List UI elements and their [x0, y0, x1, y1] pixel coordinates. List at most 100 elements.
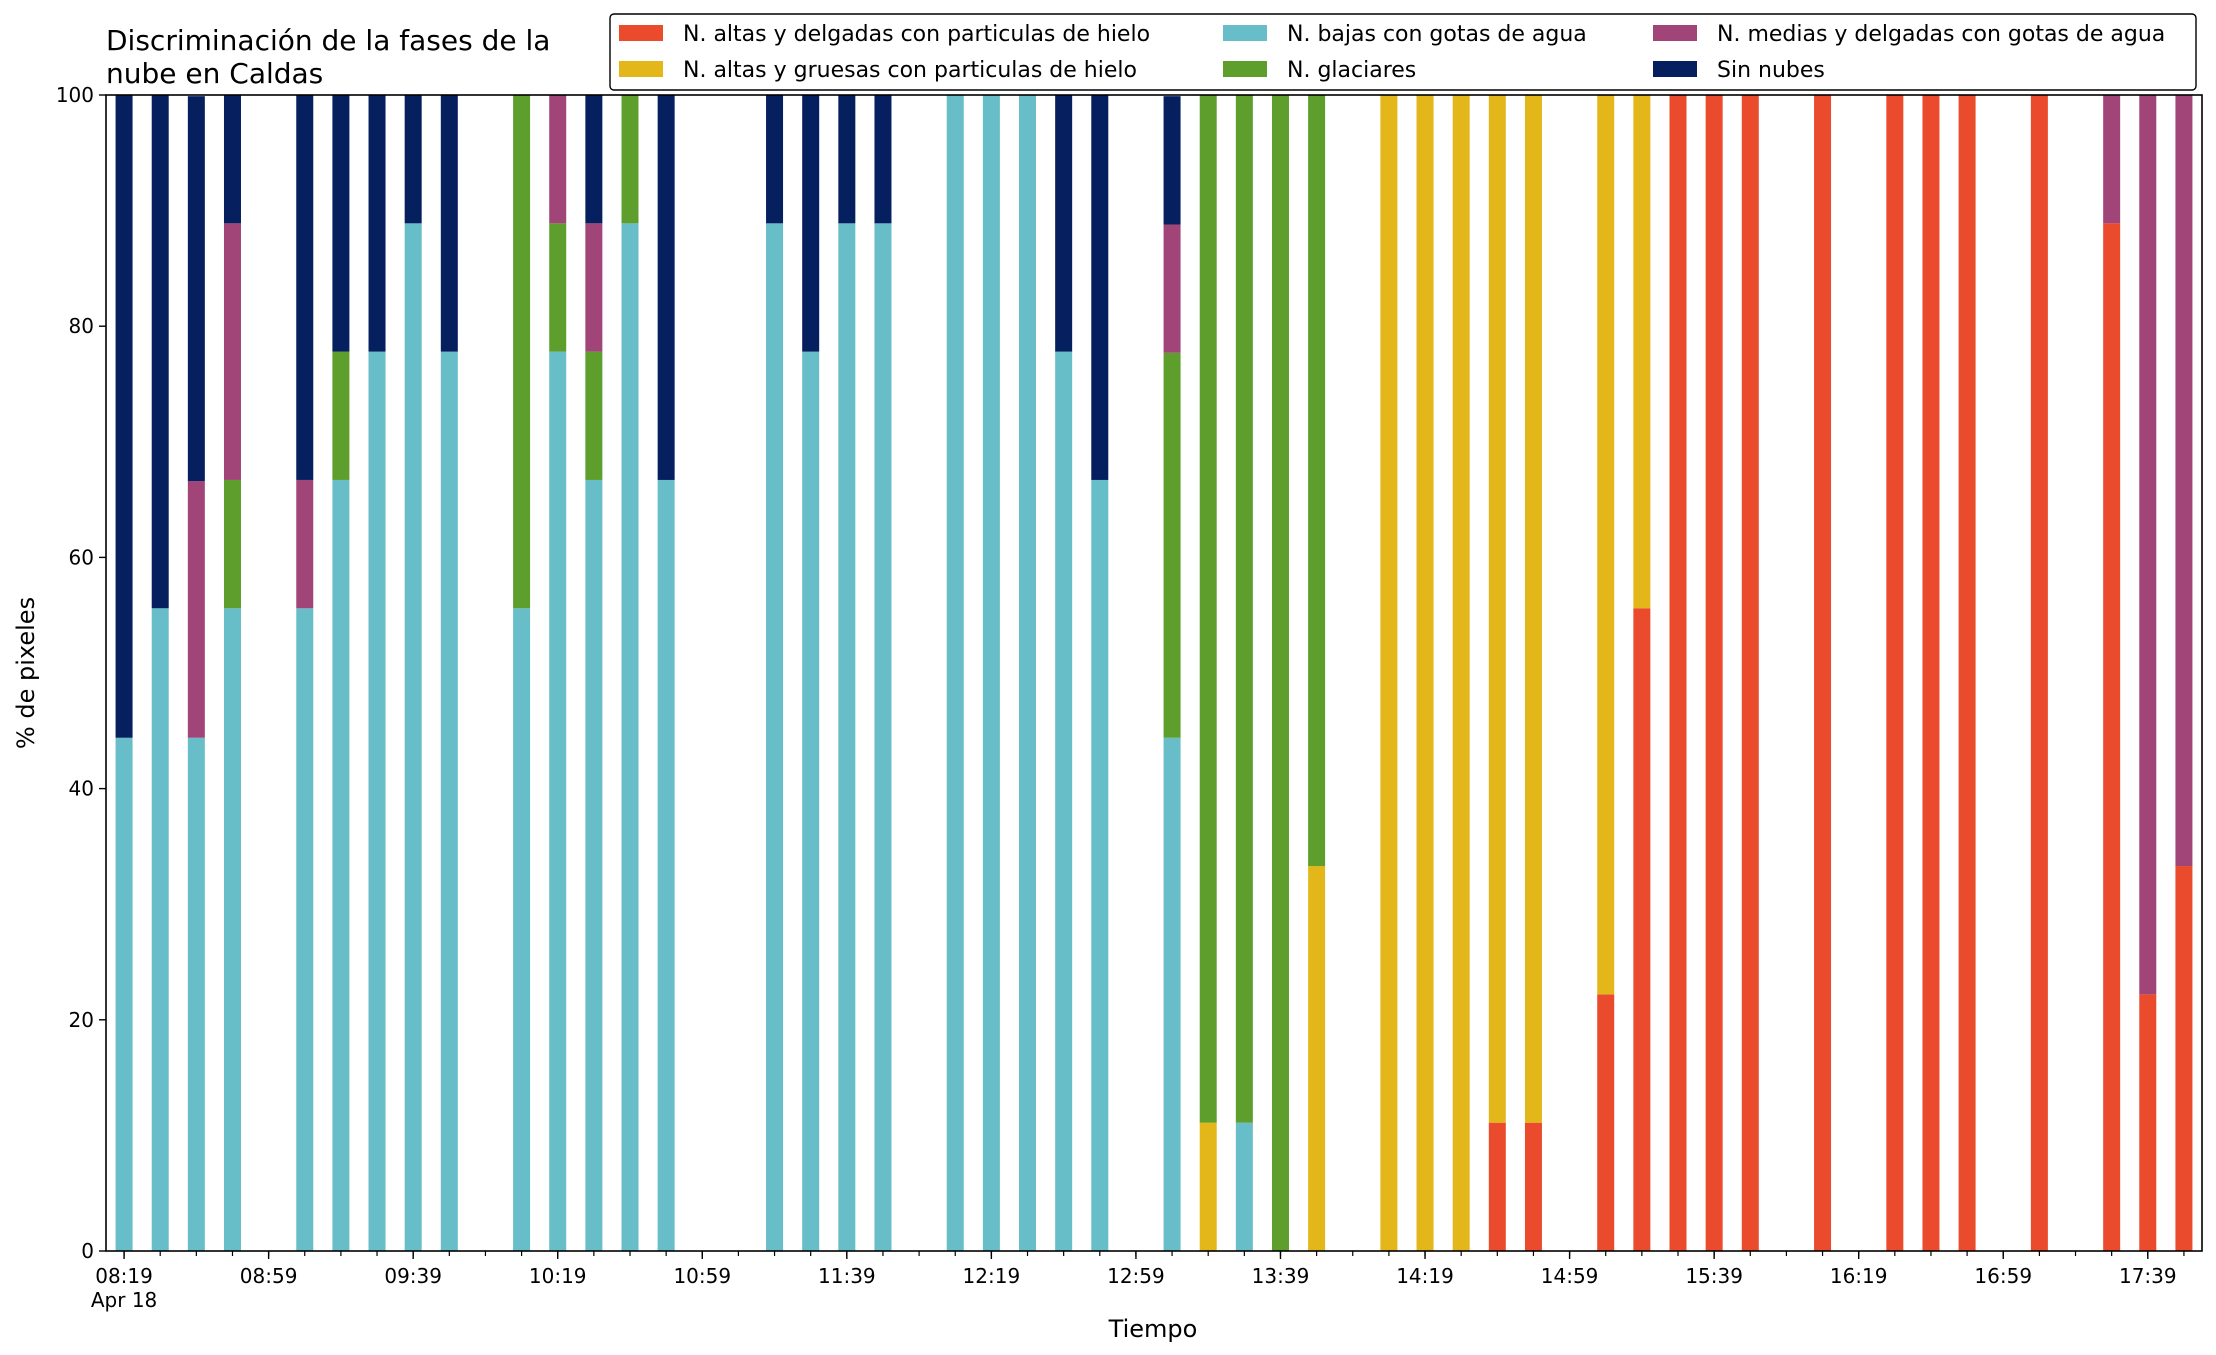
- legend-label: N. altas y gruesas con particulas de hie…: [683, 58, 1137, 83]
- bar-segment: [1488, 95, 1506, 1123]
- bar-segment: [332, 351, 350, 480]
- x-tick-label: 10:19: [529, 1264, 587, 1288]
- bar-segment: [1271, 95, 1289, 1251]
- x-tick-label: 16:59: [1974, 1264, 2032, 1288]
- x-tick-label: 16:19: [1830, 1264, 1888, 1288]
- legend-label: N. glaciares: [1287, 58, 1416, 83]
- bar-segment: [585, 479, 603, 1251]
- chart-title-line-1: Discriminación de la fases de la: [106, 24, 550, 57]
- bar-segment: [1199, 95, 1217, 1123]
- x-axis-label: Tiempo: [1108, 1315, 1198, 1343]
- bar-segment: [1380, 95, 1398, 1251]
- legend-swatch: [1223, 25, 1267, 41]
- bar-segment: [151, 95, 169, 609]
- bar-segment: [549, 351, 567, 1251]
- x-tick-label: 12:59: [1107, 1264, 1165, 1288]
- y-tick-label: 100: [56, 83, 94, 107]
- x-tick-label: 08:59: [240, 1264, 298, 1288]
- bar-segment: [585, 95, 603, 224]
- bar-segment: [621, 223, 639, 1251]
- bar-segment: [440, 351, 458, 1251]
- bar-segment: [1163, 96, 1181, 225]
- x-tick-label: 12:19: [963, 1264, 1021, 1288]
- bar-segment: [1091, 479, 1109, 1251]
- bar-segment: [1488, 1122, 1506, 1251]
- y-axis-label: % de pixeles: [12, 597, 40, 749]
- bar-segment: [1524, 95, 1542, 1123]
- bar-segment: [1669, 95, 1687, 1251]
- bar-segment: [802, 351, 820, 1251]
- bar-segment: [1163, 352, 1181, 738]
- bar-segment: [946, 95, 964, 1251]
- bar-segment: [1452, 95, 1470, 1251]
- y-tick-label: 20: [69, 1008, 94, 1032]
- bar-segment: [187, 96, 205, 482]
- bar-segment: [187, 481, 205, 738]
- bar-segment: [1633, 95, 1651, 609]
- legend-box: [609, 13, 2197, 91]
- y-tick-label: 60: [69, 545, 94, 569]
- bar-segment: [1091, 95, 1109, 480]
- x-tick-label: 14:59: [1541, 1264, 1599, 1288]
- y-tick-label: 0: [81, 1239, 94, 1263]
- bar-segment: [621, 95, 639, 224]
- bar-segment: [296, 95, 314, 480]
- bar-segment: [115, 737, 133, 1251]
- bar-segment: [1235, 1122, 1253, 1251]
- x-tick-label: 08:19: [95, 1264, 153, 1288]
- bar-segment: [1741, 95, 1759, 1251]
- bar-segment: [802, 95, 820, 352]
- bar-segment: [187, 737, 205, 1251]
- bar-segment: [404, 223, 422, 1251]
- bar-segment: [223, 608, 241, 1251]
- bar-segment: [223, 223, 241, 480]
- bar-segment: [838, 223, 856, 1251]
- bar-segment: [115, 95, 133, 738]
- bar-segment: [874, 223, 892, 1251]
- legend: N. altas y delgadas con particulas de hi…: [609, 13, 2197, 91]
- bar-segment: [223, 479, 241, 609]
- bar-segment: [1597, 95, 1615, 995]
- legend-swatch: [1653, 61, 1697, 77]
- bar-segment: [1597, 994, 1615, 1251]
- bar-segment: [1019, 95, 1037, 1251]
- bar-segment: [2175, 866, 2193, 1251]
- bar-segment: [1235, 95, 1253, 1123]
- legend-label: N. altas y delgadas con particulas de hi…: [683, 22, 1150, 47]
- bar-segment: [2139, 95, 2157, 995]
- bar-segment: [1055, 351, 1073, 1251]
- x-tick-label: 17:39: [2119, 1264, 2177, 1288]
- bar-segment: [2030, 95, 2048, 1251]
- bar-segment: [1163, 224, 1181, 353]
- bar-segment: [404, 95, 422, 224]
- bar-segment: [151, 608, 169, 1251]
- bar-segment: [368, 95, 386, 352]
- bar-segment: [585, 223, 603, 352]
- bar-segment: [1416, 95, 1434, 1251]
- bar-segment: [1814, 95, 1832, 1251]
- plot-frame: [105, 94, 2203, 1252]
- bar-segment: [1633, 608, 1651, 1251]
- legend-swatch: [1223, 61, 1267, 77]
- x-tick-label: 14:19: [1396, 1264, 1454, 1288]
- bar-segment: [549, 95, 567, 224]
- bar-segment: [1958, 95, 1976, 1251]
- bar-segment: [296, 608, 314, 1251]
- bar-segment: [1308, 866, 1326, 1251]
- bar-segment: [1922, 95, 1940, 1251]
- y-axis: 0 20 40 60 80 100: [56, 83, 106, 1263]
- x-tick-label: 13:39: [1252, 1264, 1310, 1288]
- bar-segment: [1163, 737, 1181, 1251]
- bar-segment: [1199, 1122, 1217, 1251]
- bars-layer: [115, 95, 2193, 1251]
- bar-segment: [2139, 994, 2157, 1251]
- x-tick-sublabel: Apr 18: [91, 1288, 157, 1312]
- legend-label: Sin nubes: [1717, 58, 1825, 83]
- legend-label: N. bajas con gotas de agua: [1287, 22, 1587, 47]
- bar-segment: [1524, 1122, 1542, 1251]
- bar-segment: [1886, 95, 1904, 1251]
- bar-segment: [549, 223, 567, 352]
- bar-segment: [513, 95, 531, 609]
